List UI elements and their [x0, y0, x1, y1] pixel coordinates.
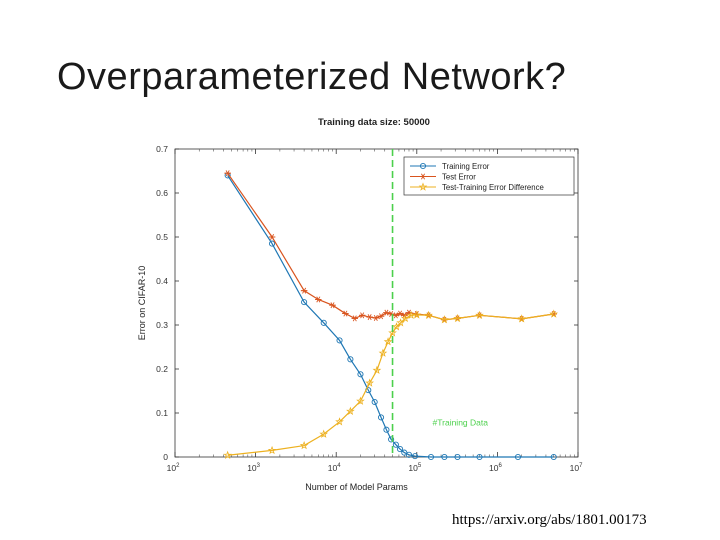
data-point: [372, 365, 382, 375]
data-point: [269, 240, 276, 247]
data-point: [378, 348, 388, 357]
data-point: [319, 429, 329, 438]
data-point: [336, 337, 343, 344]
data-point: [549, 309, 559, 318]
data-point: [371, 398, 378, 406]
data-point: [517, 314, 527, 323]
data-point: [440, 315, 449, 324]
data-point: [392, 441, 399, 448]
y-tick-label: 0: [163, 452, 168, 462]
data-point: [424, 310, 433, 320]
y-tick-label: 0.3: [156, 320, 168, 330]
y-axis-label: Error on CIFAR-10: [137, 266, 147, 341]
data-point: [300, 287, 308, 294]
data-point: [400, 313, 410, 323]
data-point: [351, 315, 358, 322]
series-training-error: [224, 172, 557, 461]
legend-label: Test Error: [442, 173, 476, 182]
data-point: [441, 453, 448, 461]
data-point: [299, 440, 309, 450]
data-point: [347, 356, 354, 363]
x-tick-label: 106: [489, 463, 502, 473]
citation-link[interactable]: https://arxiv.org/abs/1801.00173: [452, 512, 647, 528]
data-point: [454, 453, 461, 461]
x-axis: 102 103 104 105 106 107: [167, 149, 583, 473]
data-point: [377, 414, 385, 421]
y-tick-label: 0.6: [156, 188, 168, 198]
data-point: [383, 426, 390, 433]
data-point: [335, 417, 344, 426]
data-point: [383, 309, 390, 316]
data-point: [514, 453, 522, 461]
x-tick-label: 102: [167, 463, 180, 473]
data-point: [356, 396, 365, 405]
legend-item: Training Error: [410, 162, 490, 171]
data-point: [365, 378, 374, 387]
data-point: [397, 446, 404, 453]
data-point: [301, 299, 308, 306]
data-point: [476, 453, 483, 461]
data-point: [366, 314, 373, 321]
y-tick-label: 0.4: [156, 276, 168, 286]
data-point: [405, 451, 413, 458]
data-point: [388, 328, 397, 337]
data-point: [475, 310, 484, 320]
x-tick-label: 105: [408, 463, 421, 473]
slide-title: Overparameterized Network?: [57, 56, 567, 98]
data-point: [377, 313, 385, 320]
data-point: [388, 436, 395, 443]
x-axis-label: Number of Model Params: [305, 482, 408, 492]
data-point: [346, 406, 355, 415]
series-layer: [223, 170, 559, 461]
x-tick-label: 107: [570, 463, 583, 473]
data-point: [411, 453, 419, 460]
data-point: [453, 313, 462, 323]
data-point: [419, 173, 427, 180]
data-point: [357, 371, 364, 378]
data-point: [320, 319, 327, 326]
series-line: [227, 175, 554, 458]
data-point: [418, 182, 428, 191]
y-axis: 0 0.1 0.2 0.3 0.4 0.5 0.6 0.7: [156, 144, 578, 462]
training-data-label: #Training Data: [433, 417, 489, 427]
series-line: [227, 313, 554, 456]
y-tick-label: 0.2: [156, 364, 168, 374]
legend-item: Test-Training Error Difference: [410, 182, 544, 192]
data-point: [223, 450, 232, 459]
legend-item: Test Error: [410, 173, 476, 182]
data-point: [550, 453, 557, 461]
x-tick-label: 104: [328, 463, 341, 473]
chart-title: Training data size: 50000: [318, 117, 430, 128]
data-point: [329, 302, 336, 309]
data-point: [427, 453, 435, 461]
series-test-training-error-difference: [223, 309, 559, 459]
data-point: [268, 234, 276, 240]
legend-label: Test-Training Error Difference: [442, 183, 544, 192]
x-tick-label: 103: [247, 463, 260, 473]
data-point: [342, 310, 349, 317]
y-tick-label: 0.7: [156, 144, 168, 154]
legend-label: Training Error: [442, 162, 490, 171]
data-point: [383, 337, 393, 346]
data-point: [267, 445, 277, 455]
data-point: [224, 170, 231, 177]
data-point: [419, 162, 427, 170]
data-point: [358, 312, 366, 319]
y-tick-label: 0.5: [156, 232, 168, 242]
data-point: [412, 310, 422, 319]
y-tick-label: 0.1: [156, 408, 168, 418]
data-point: [315, 296, 322, 303]
data-point: [372, 314, 380, 321]
